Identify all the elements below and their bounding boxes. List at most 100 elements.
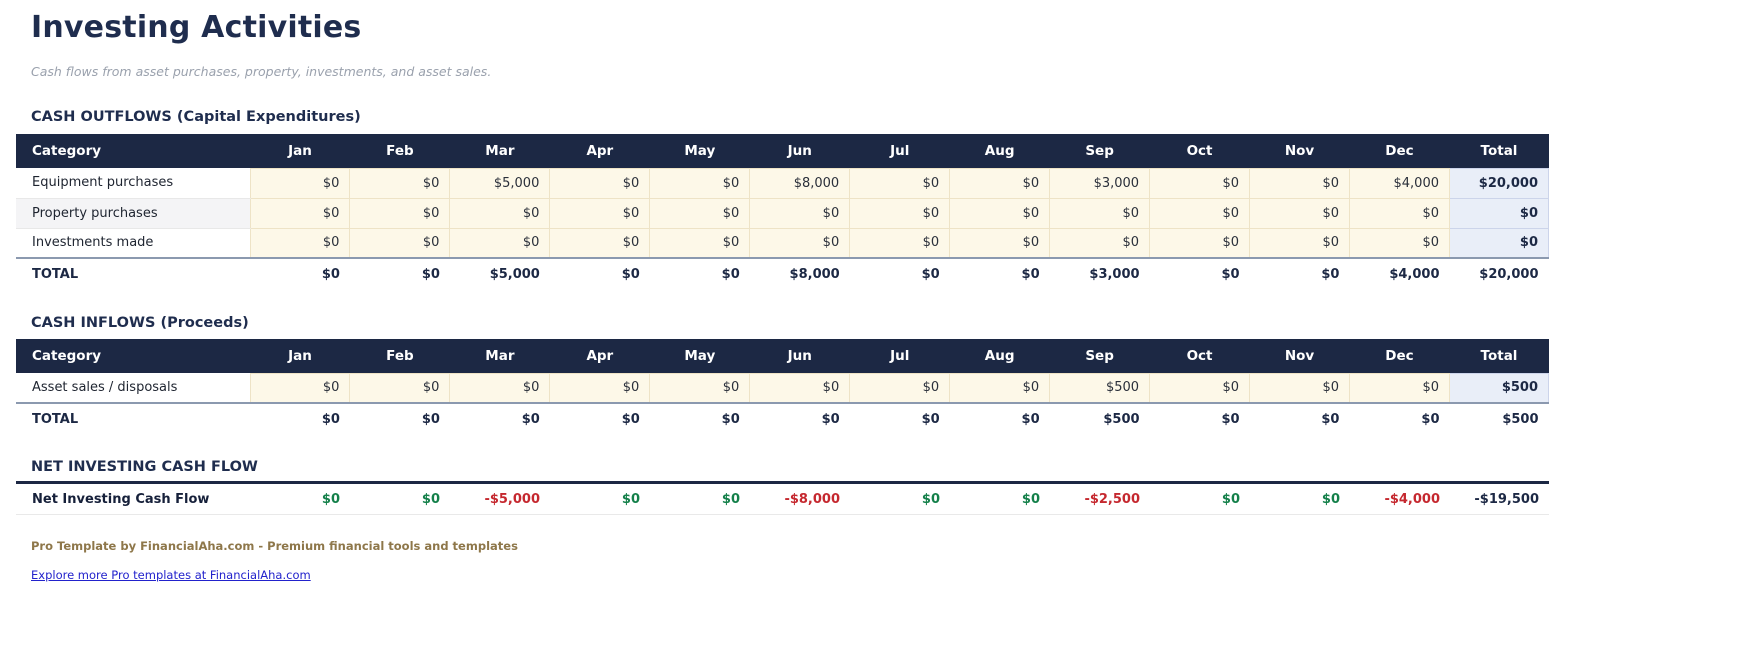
month-value-cell: $0 [249,372,351,404]
month-value-cell: $0 [449,197,551,229]
column-header-may: May [649,339,750,373]
total-row-value-cell: $0 [449,402,550,435]
column-header-category: Category [16,339,250,373]
inflows-table-foot: TOTAL $0 $0 $0 $0 $0 $0 $0 $0 $500 $0 $0 $0 $500 [16,402,1549,435]
month-value-cell: $0 [449,372,551,404]
column-header-sep: Sep [1049,134,1150,168]
row-total-cell: $0 [1449,197,1549,229]
cash-outflows-table: Category Jan Feb Mar Apr May Jun Jul Aug Sep Oct No… [16,134,1549,290]
column-header-may: May [649,134,750,168]
column-header-oct: Oct [1149,339,1250,373]
month-value-cell: $0 [949,197,1051,229]
total-row-value-cell: $0 [849,257,950,290]
row-total-cell: $500 [1449,372,1549,404]
total-row-value-cell: $0 [1249,402,1350,435]
column-header-jul: Jul [849,339,950,373]
month-value-cell: $0 [549,372,651,404]
table-row: Asset sales / disposals $0 $0 $0 $0 $0 $0 $0 $0 $… [16,372,1549,404]
table-header-row: Category Jan Feb Mar Apr May Jun Jul Aug Sep Oct No… [16,339,1549,373]
section-title-net-investing: NET INVESTING CASH FLOW [31,459,258,475]
month-value-cell: $0 [849,197,951,229]
grand-total-cell: $500 [1449,402,1549,435]
column-header-sep: Sep [1049,339,1150,373]
month-value-cell: $0 [749,227,851,259]
financialaha-link[interactable]: Explore more Pro templates at FinancialA… [31,568,311,582]
month-value-cell: $0 [1149,197,1251,229]
month-value-cell: $0 [1249,372,1350,404]
total-row-value-cell: $0 [949,257,1050,290]
table-total-row: TOTAL $0 $0 $0 $0 $0 $0 $0 $0 $500 $0 $0 $0 $500 [16,402,1549,435]
column-header-nov: Nov [1249,339,1350,373]
total-row-value-cell: $8,000 [749,257,850,290]
net-month-value-cell: $0 [1250,481,1350,515]
outflows-table-foot: TOTAL $0 $0 $5,000 $0 $0 $8,000 $0 $0 $3,000 $0 $0 $… [16,257,1549,290]
month-value-cell: $0 [949,167,1051,199]
column-header-mar: Mar [449,134,550,168]
month-value-cell: $0 [849,167,951,199]
outflows-table-head: Category Jan Feb Mar Apr May Jun Jul Aug Sep Oct No… [16,134,1549,168]
total-row-value-cell: $0 [1149,257,1250,290]
net-month-value-cell: $0 [550,481,650,515]
month-value-cell: $0 [1149,167,1251,199]
column-header-apr: Apr [549,339,650,373]
category-cell: Equipment purchases [16,168,250,199]
total-row-value-cell: $0 [749,402,850,435]
total-row-value-cell: $500 [1049,402,1150,435]
month-value-cell: $0 [1149,372,1251,404]
footer-link-row: Explore more Pro templates at FinancialA… [31,564,1742,583]
category-cell: Investments made [16,228,250,259]
total-row-value-cell: $0 [250,402,350,435]
net-month-value-cell: -$2,500 [1050,481,1150,515]
month-value-cell: $0 [549,167,651,199]
grand-total-cell: $20,000 [1449,257,1549,290]
total-row-value-cell: $0 [1249,257,1350,290]
section-title-cash-outflows: CASH OUTFLOWS (Capital Expenditures) [31,109,361,125]
total-row-value-cell: $0 [1149,402,1250,435]
column-header-feb: Feb [349,134,450,168]
table-header-row: Category Jan Feb Mar Apr May Jun Jul Aug Sep Oct No… [16,134,1549,168]
month-value-cell: $0 [249,167,351,199]
month-value-cell: $3,000 [1049,167,1151,199]
net-month-value-cell: -$5,000 [450,481,550,515]
net-month-value-cell: -$4,000 [1350,481,1450,515]
table-row: Investments made $0 $0 $0 $0 $0 $0 $0 $0 $0 $0 $0 $0… [16,227,1549,259]
category-cell: Asset sales / disposals [16,373,250,404]
total-row-value-cell: $0 [849,402,950,435]
net-month-value-cell: $0 [1150,481,1250,515]
total-row-value-cell: $0 [649,257,750,290]
table-total-row: TOTAL $0 $0 $5,000 $0 $0 $8,000 $0 $0 $3,000 $0 $0 $… [16,257,1549,290]
month-value-cell: $0 [1249,227,1350,259]
month-value-cell: $0 [949,372,1051,404]
footer-credit: Pro Template by FinancialAha.com - Premi… [31,539,518,553]
month-value-cell: $0 [1348,197,1451,229]
table-row: Equipment purchases $0 $0 $5,000 $0 $0 $8,000 $… [16,167,1549,199]
inflows-table-body: Asset sales / disposals $0 $0 $0 $0 $0 $0 $0 $0 $… [16,372,1549,404]
month-value-cell: $0 [649,197,751,229]
month-value-cell: $0 [949,227,1051,259]
total-row-value-cell: $0 [549,402,650,435]
row-total-cell: $20,000 [1449,167,1549,199]
month-value-cell: $0 [449,227,551,259]
month-value-cell: $0 [1149,227,1251,259]
column-header-total: Total [1449,134,1549,168]
month-value-cell: $0 [349,227,451,259]
column-header-feb: Feb [349,339,450,373]
total-row-value-cell: $0 [349,402,450,435]
total-row-label: TOTAL [16,257,250,290]
month-value-cell: $0 [749,197,851,229]
section-title-cash-inflows: CASH INFLOWS (Proceeds) [31,315,249,331]
total-row-value-cell: $0 [649,402,750,435]
month-value-cell: $5,000 [449,167,551,199]
net-month-value-cell: $0 [850,481,950,515]
column-header-category: Category [16,134,250,168]
total-row-value-cell: $0 [549,257,650,290]
month-value-cell: $0 [649,167,751,199]
net-month-value-cell: $0 [350,481,450,515]
outflows-table-body: Equipment purchases $0 $0 $5,000 $0 $0 $8,000 $… [16,167,1549,259]
net-cash-flow-row: Net Investing Cash Flow $0 $0 -$5,000 $0 $0 -$… [16,481,1549,515]
column-header-aug: Aug [949,134,1050,168]
total-row-value-cell: $5,000 [449,257,550,290]
month-value-cell: $0 [1249,197,1350,229]
month-value-cell: $0 [349,167,451,199]
month-value-cell: $0 [549,197,651,229]
